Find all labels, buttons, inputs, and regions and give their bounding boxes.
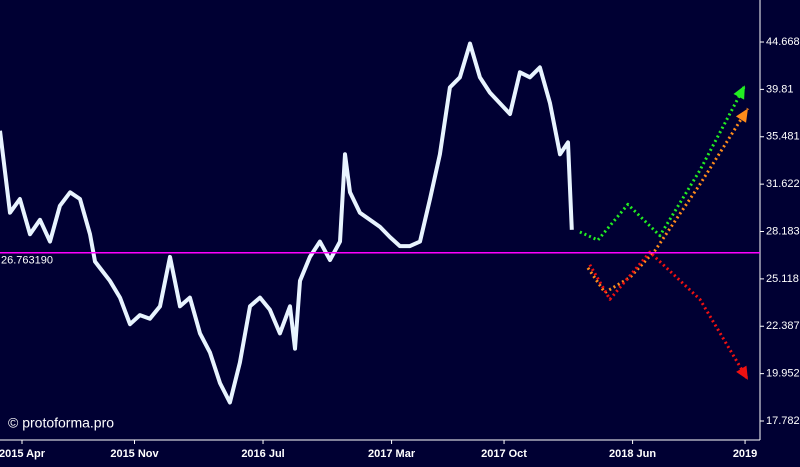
y-tick-label: 22.387 bbox=[766, 320, 800, 332]
level-label-box bbox=[0, 253, 56, 267]
arrowhead bbox=[735, 108, 748, 123]
x-tick-label: 2016 Jul bbox=[241, 448, 284, 460]
y-tick-label: 25.118 bbox=[766, 273, 799, 285]
y-tick-label: 17.782 bbox=[766, 415, 800, 427]
x-tick-label: 2018 Jun bbox=[609, 448, 656, 460]
forecast-line bbox=[579, 84, 747, 242]
y-tick-label: 31.622 bbox=[766, 178, 800, 190]
y-tick-label: 28.183 bbox=[766, 225, 800, 237]
arrowhead bbox=[733, 85, 745, 100]
forecast-line bbox=[586, 107, 750, 294]
y-tick-label: 19.952 bbox=[766, 368, 800, 380]
x-tick-label: 2017 Oct bbox=[481, 448, 527, 460]
x-tick-label: 2017 Mar bbox=[368, 448, 416, 460]
forecast-line bbox=[588, 250, 750, 381]
arrowhead bbox=[736, 365, 748, 380]
x-tick-label: 2015 Nov bbox=[110, 448, 159, 460]
y-tick-label: 35.481 bbox=[766, 131, 800, 143]
y-tick-label: 39.81 bbox=[766, 83, 794, 95]
x-tick-label: 2019 bbox=[733, 448, 757, 460]
x-tick-label: 2015 Apr bbox=[0, 448, 46, 460]
price-line bbox=[0, 41, 574, 405]
watermark: © protoforma.pro bbox=[8, 415, 114, 431]
level-label: 26.763190 bbox=[1, 255, 53, 267]
y-tick-label: 44.668 bbox=[766, 36, 800, 48]
